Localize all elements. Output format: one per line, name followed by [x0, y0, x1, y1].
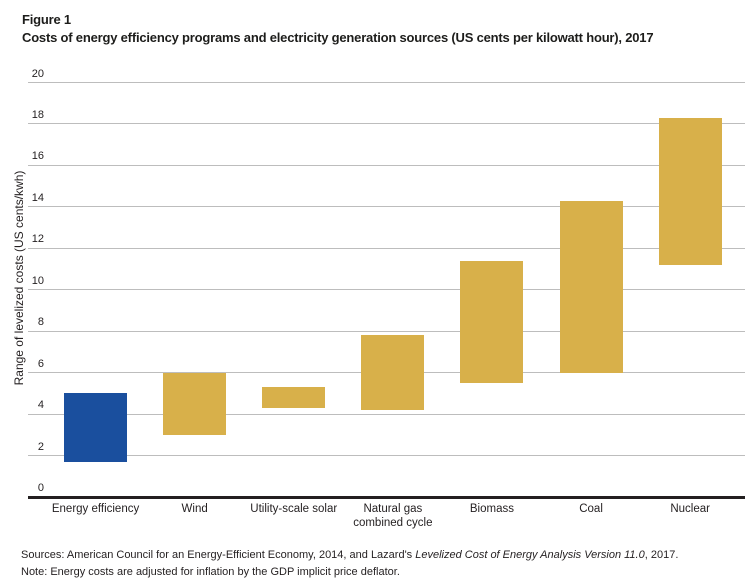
sources-suffix: , 2017.: [644, 549, 679, 561]
bar-natural-gas-combined-cycle: [361, 335, 425, 410]
sources-italic-title: Levelized Cost of Energy Analysis Versio…: [415, 549, 645, 561]
gridline-20: [28, 82, 745, 83]
x-axis-label-energy-efficiency: Energy efficiency: [51, 503, 140, 515]
sources-text: Sources: American Council for an Energy-…: [21, 549, 741, 561]
gridline-14: [28, 206, 745, 208]
bar-wind: [163, 372, 227, 435]
y-tick-label-0: 0: [37, 482, 44, 494]
figure-title: Costs of energy efficiency programs and …: [22, 30, 654, 45]
x-axis-label-utility-scale-solar: Utility-scale solar: [250, 503, 338, 515]
x-axis-line: [28, 495, 745, 499]
y-tick-label-6: 6: [37, 357, 44, 370]
gridline-18: [28, 123, 745, 125]
gridline-8: [28, 330, 745, 332]
x-axis-label-nuclear: Nuclear: [670, 503, 710, 515]
figure-label: Figure 1: [22, 12, 71, 27]
bar-biomass: [460, 260, 524, 383]
bar-nuclear: [658, 117, 722, 265]
bar-utility-scale-solar: [262, 387, 326, 408]
bar-energy-efficiency: [64, 393, 128, 462]
y-tick-label-8: 8: [37, 316, 44, 329]
y-tick-label-20: 20: [31, 67, 44, 80]
y-tick-label-10: 10: [31, 274, 44, 287]
y-tick-label-4: 4: [37, 399, 44, 412]
x-axis-label-coal: Coal: [579, 503, 603, 515]
x-axis-label-natural-gas-combined-cycle: Natural gas combined cycle: [353, 503, 433, 529]
gridline-10: [28, 289, 745, 291]
y-tick-label-12: 12: [31, 233, 44, 246]
bar-coal: [559, 200, 623, 373]
gridline-2: [28, 455, 745, 457]
gridline-16: [28, 164, 745, 166]
gridline-4: [28, 413, 745, 415]
sources-prefix: Sources: American Council for an Energy-…: [21, 549, 416, 561]
note-text: Note: Energy costs are adjusted for infl…: [21, 566, 400, 578]
y-tick-label-2: 2: [37, 440, 44, 453]
gridline-12: [28, 247, 745, 249]
y-tick-label-16: 16: [31, 150, 44, 163]
x-axis-label-biomass: Biomass: [469, 503, 514, 515]
x-axis-label-wind: Wind: [181, 503, 208, 515]
y-tick-label-18: 18: [31, 108, 44, 121]
y-tick-label-14: 14: [31, 191, 44, 204]
